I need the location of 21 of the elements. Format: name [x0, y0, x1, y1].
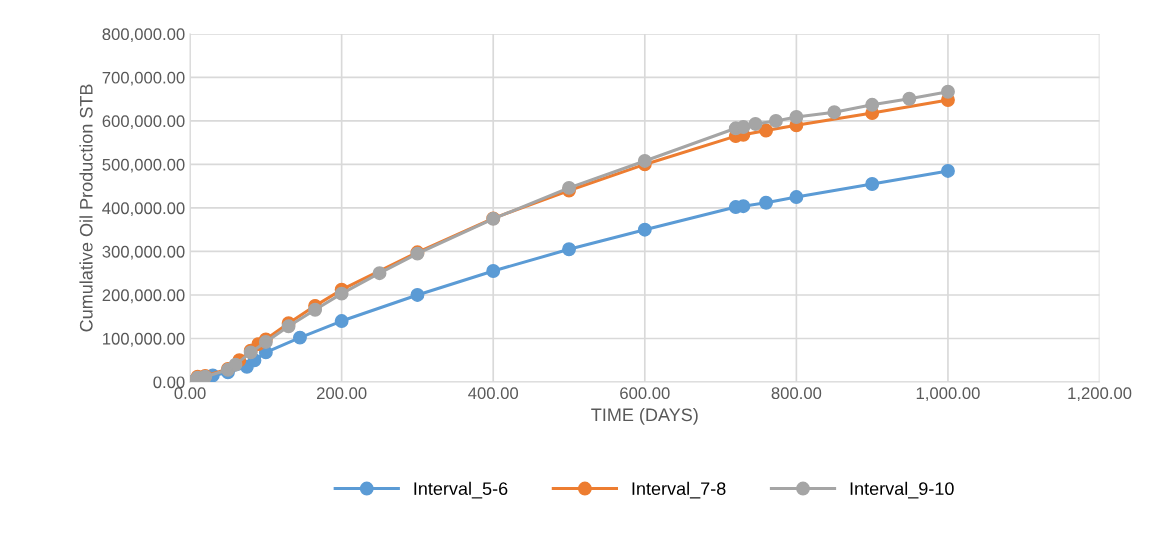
y-tick-label: 700,000.00: [102, 71, 185, 86]
x-tick-label: 0.00: [174, 387, 206, 400]
x-tick-label: 1,200.00: [1068, 387, 1132, 402]
x-axis-title: TIME (DAYS): [591, 407, 698, 425]
legend-label: Interval_7-8: [632, 481, 726, 499]
y-tick-label: 300,000.00: [102, 245, 185, 260]
y-tick-label: 600,000.00: [102, 115, 185, 130]
legend-label: Interval_5-6: [414, 481, 508, 499]
y-tick-label: 100,000.00: [103, 332, 185, 347]
y-tick-label: 500,000.00: [102, 158, 185, 173]
y-axis-title: Cumulative Oil Production STB: [79, 84, 93, 332]
y-tick-label: 200,000.00: [102, 289, 185, 304]
y-tick-label: 0.00: [153, 376, 185, 389]
y-tick-label: 800,000.00: [102, 28, 185, 43]
x-tick-label: 600.00: [620, 387, 670, 400]
x-tick-label: 800.00: [771, 387, 822, 400]
x-tick-label: 400.00: [468, 387, 519, 400]
y-tick-label: 400,000.00: [102, 202, 185, 217]
x-tick-label: 200.00: [316, 387, 367, 400]
x-tick-label: 1,000.00: [916, 387, 980, 402]
legend-label: Interval_9-10: [850, 481, 954, 499]
